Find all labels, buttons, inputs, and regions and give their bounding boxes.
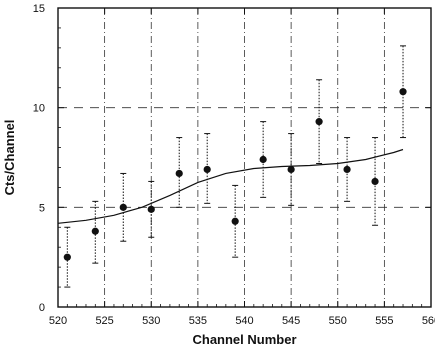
y-tick-label-15: 15 [33,3,45,15]
data-point [231,217,239,225]
x-tick-label-535: 535 [189,315,207,327]
data-point [315,118,323,126]
y-tick-label-10: 10 [33,103,45,115]
data-points [63,88,407,261]
y-axis-label: Cts/Channel [2,120,17,196]
data-point [147,205,155,213]
x-tick-label-525: 525 [95,315,113,327]
data-point [343,165,351,174]
grid-lines [58,8,431,307]
data-point [119,203,127,211]
data-point [371,177,379,186]
x-tick-label-540: 540 [235,315,253,327]
data-point [259,155,267,164]
x-tick-label-560: 560 [422,315,435,327]
fit-curve [57,148,404,224]
data-point [91,227,99,235]
y-tick-label-0: 0 [39,302,45,314]
axis-ticks [57,7,432,308]
data-point [63,253,71,261]
x-axis-label: Channel Number [192,332,296,347]
data-point [175,169,183,178]
x-tick-label-545: 545 [282,315,300,327]
x-tick-label-555: 555 [375,315,393,327]
data-point [399,88,407,96]
x-tick-label-550: 550 [329,315,347,327]
x-tick-label-530: 530 [142,315,160,327]
error-bars [64,45,407,288]
data-point [203,165,211,174]
data-point [287,165,295,174]
tick-labels: 520 525 530 535 540 545 550 555 560 0 5 10 15 [33,3,435,327]
x-tick-label-520: 520 [49,315,67,327]
y-tick-label-5: 5 [39,202,45,214]
